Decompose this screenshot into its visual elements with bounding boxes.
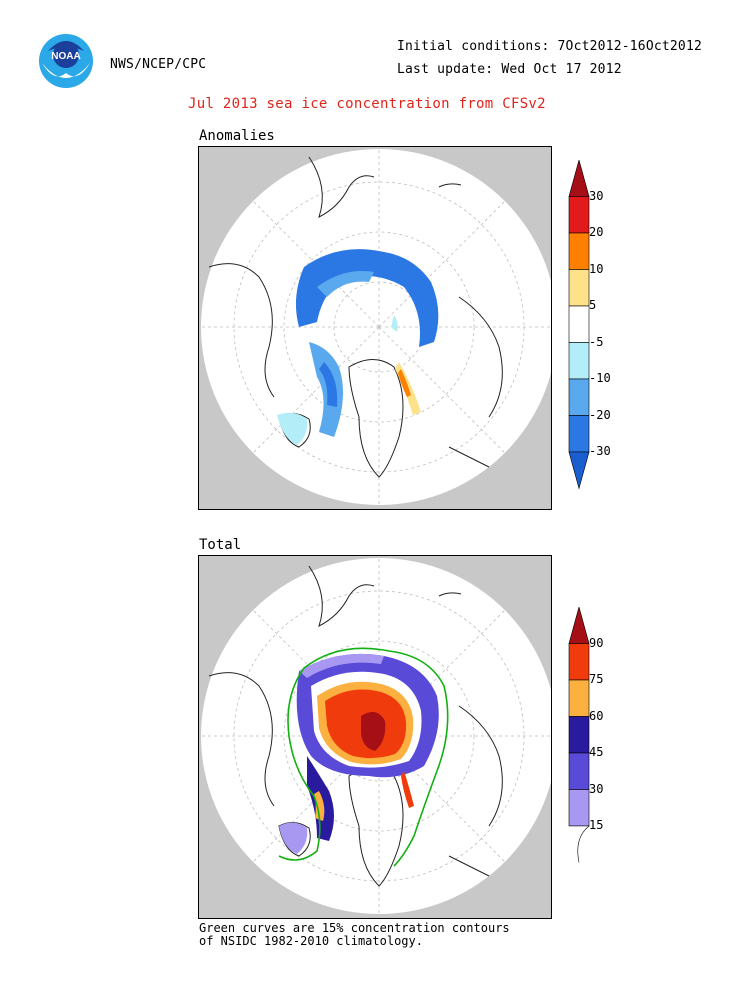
anomalies-colorbar-label: 20: [589, 225, 604, 239]
anomalies-colorbar-swatch-3: [568, 269, 590, 307]
anomalies-colorbar-graphic: [568, 158, 590, 490]
noaa-logo-icon: NOAA: [39, 34, 93, 88]
anomalies-colorbar-label: -10: [589, 371, 611, 385]
anomalies-colorbar-label: 10: [589, 261, 604, 276]
anomalies-colorbar-swatch-8: [568, 451, 590, 490]
anomalies-colorbar-label: 5: [589, 298, 597, 312]
total-colorbar-swatch-0: [568, 605, 590, 644]
total-colorbar: [568, 605, 590, 865]
anomalies-colorbar-swatch-7: [568, 415, 590, 453]
total-colorbar-label: 45: [589, 745, 604, 759]
initial-conditions: Initial conditions: 7Oct2012-16Oct2012: [397, 39, 703, 54]
total-map: [198, 555, 552, 919]
total-colorbar-swatch-6: [569, 825, 590, 863]
anomalies-colorbar-label: -30: [589, 444, 611, 458]
page-title: Jul 2013 sea ice concentration from CFSv…: [188, 96, 546, 112]
anomalies-colorbar-label: -20: [589, 407, 611, 422]
footnote: Green curves are 15% concentration conto…: [199, 922, 510, 948]
last-update: Last update: Wed Oct 17 2012: [397, 62, 622, 77]
total-colorbar-swatch-3: [568, 716, 590, 754]
total-colorbar-graphic: [568, 605, 590, 863]
total-colorbar-swatch-1: [568, 643, 590, 681]
noaa-logo: NOAA: [38, 33, 94, 89]
anomalies-map: [198, 146, 552, 510]
anomalies-colorbar-swatch-6: [568, 378, 590, 416]
anomalies-colorbar-swatch-4: [568, 305, 590, 343]
total-colorbar-swatch-4: [568, 752, 590, 790]
svg-text:NOAA: NOAA: [51, 51, 80, 62]
anomalies-colorbar: [568, 158, 590, 495]
total-colorbar-label: 30: [589, 781, 604, 796]
total-colorbar-label: 75: [589, 672, 604, 686]
org-name: NWS/NCEP/CPC: [110, 57, 207, 72]
footnote-line-2: of NSIDC 1982-2010 climatology.: [199, 934, 423, 948]
total-colorbar-swatch-5: [568, 789, 590, 827]
anomalies-colorbar-swatch-0: [568, 158, 590, 197]
total-colorbar-label: 60: [589, 708, 604, 723]
anomalies-colorbar-label: -5: [589, 334, 604, 349]
anomalies-colorbar-swatch-2: [568, 232, 590, 270]
anomalies-colorbar-swatch-1: [568, 196, 590, 234]
anomalies-map-graphic: [201, 149, 551, 505]
total-label: Total: [199, 537, 242, 553]
footnote-line-1: Green curves are 15% concentration conto…: [199, 921, 510, 935]
total-colorbar-label: 15: [589, 818, 604, 832]
anomalies-label: Anomalies: [199, 128, 275, 144]
anomalies-colorbar-swatch-5: [568, 342, 590, 380]
anomalies-colorbar-label: 30: [589, 188, 604, 203]
total-map-graphic: [201, 558, 551, 914]
total-colorbar-swatch-2: [568, 679, 590, 717]
total-colorbar-label: 90: [589, 635, 604, 650]
